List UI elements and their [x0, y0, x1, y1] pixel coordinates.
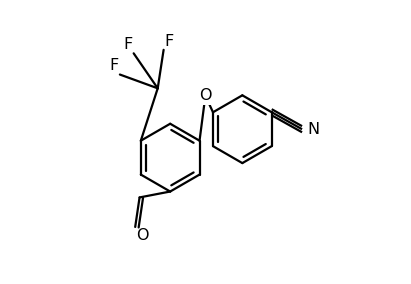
Text: N: N	[307, 122, 320, 137]
Text: O: O	[136, 228, 149, 243]
Text: O: O	[199, 88, 212, 103]
Text: F: F	[110, 59, 119, 74]
Text: F: F	[165, 34, 174, 49]
Text: F: F	[123, 37, 133, 52]
